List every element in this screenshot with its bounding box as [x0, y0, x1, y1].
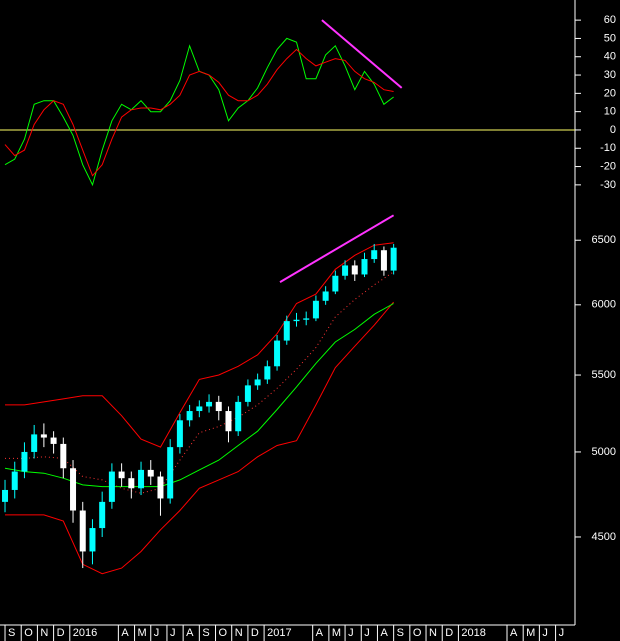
y-tick-label: 5500	[592, 369, 616, 381]
candle-body	[147, 469, 154, 477]
candle-body	[50, 437, 57, 444]
candle-body	[118, 471, 125, 479]
x-tick-label: D	[57, 627, 65, 639]
y-tick-label: 6500	[592, 234, 616, 246]
x-tick-label: A	[121, 627, 129, 639]
candle-body	[128, 478, 135, 489]
x-tick-label: M	[138, 627, 147, 639]
candle-body	[60, 443, 67, 469]
x-tick-label: D	[445, 627, 453, 639]
candle-body	[70, 468, 77, 511]
candle-body	[380, 250, 387, 271]
x-tick-label: J	[154, 627, 160, 639]
x-tick-label: A	[510, 627, 518, 639]
y-tick-label: 40	[604, 51, 616, 63]
x-tick-label: O	[24, 627, 33, 639]
y-tick-label: 30	[604, 69, 616, 81]
candle-body	[225, 411, 232, 432]
candle-body	[283, 321, 290, 341]
y-tick-label: 0	[610, 124, 616, 136]
y-tick-label: 4500	[592, 531, 616, 543]
overlay-line	[5, 301, 394, 575]
candle-body	[322, 291, 329, 301]
candle-body	[40, 434, 47, 438]
y-tick-label: -20	[600, 160, 616, 172]
candle-body	[11, 471, 18, 490]
candle-body	[244, 385, 251, 402]
x-tick-label: J	[170, 627, 176, 639]
y-tick-label: 6000	[592, 299, 616, 311]
candle-body	[79, 510, 86, 552]
x-tick-label: S	[202, 627, 209, 639]
candle-body	[293, 319, 300, 322]
candle-body	[312, 300, 319, 319]
candle-body	[371, 250, 378, 260]
x-tick-label: 2018	[461, 627, 485, 639]
candle-body	[21, 451, 28, 472]
x-tick-label: J	[364, 627, 370, 639]
trend-line	[279, 214, 395, 283]
overlay-line	[5, 271, 394, 494]
x-tick-label: M	[526, 627, 535, 639]
y-tick-label: 20	[604, 87, 616, 99]
x-tick-label: A	[316, 627, 324, 639]
x-tick-label: A	[380, 627, 388, 639]
x-tick-label: D	[251, 627, 259, 639]
x-tick-label: J	[542, 627, 548, 639]
y-tick-label: 50	[604, 32, 616, 44]
indicator-line	[4, 37, 394, 187]
x-tick-label: O	[219, 627, 228, 639]
x-tick-label: O	[413, 627, 422, 639]
candle-body	[99, 501, 106, 529]
overlay-line	[5, 242, 394, 448]
x-tick-label: 2017	[267, 627, 291, 639]
candle-body	[342, 265, 349, 276]
candle-body	[108, 471, 115, 502]
indicator-line	[4, 48, 394, 177]
candle-body	[332, 275, 339, 292]
x-tick-label: 2016	[73, 627, 97, 639]
x-tick-label: N	[235, 627, 243, 639]
x-tick-label: N	[429, 627, 437, 639]
y-tick-label: 5000	[592, 446, 616, 458]
x-tick-label: S	[397, 627, 404, 639]
candle-body	[157, 476, 164, 499]
candle-body	[176, 420, 183, 448]
candle-body	[254, 379, 261, 386]
candle-body	[390, 247, 397, 271]
y-tick-label: -30	[600, 179, 616, 191]
candle-body	[351, 265, 358, 275]
y-tick-label: 10	[604, 106, 616, 118]
candle-body	[264, 366, 271, 380]
x-tick-label: N	[40, 627, 48, 639]
candle-body	[89, 528, 96, 552]
candle-body	[235, 401, 242, 432]
candle-body	[167, 447, 174, 499]
candle-body	[186, 411, 193, 421]
candle-body	[215, 401, 222, 412]
trend-line	[321, 19, 403, 89]
x-tick-label: J	[559, 627, 565, 639]
candle-body	[206, 401, 213, 407]
x-tick-label: S	[8, 627, 15, 639]
candle-body	[31, 434, 38, 452]
y-tick-label: -10	[600, 142, 616, 154]
candle-body	[196, 406, 203, 412]
x-tick-label: J	[348, 627, 354, 639]
candle-body	[361, 259, 368, 275]
x-tick-label: A	[186, 627, 194, 639]
y-tick-label: 60	[604, 14, 616, 26]
candle-body	[274, 340, 281, 367]
candle-body	[2, 489, 9, 502]
candle-body	[303, 318, 310, 320]
x-tick-label: M	[332, 627, 341, 639]
candle-body	[138, 469, 145, 489]
overlay-line	[4, 303, 394, 488]
